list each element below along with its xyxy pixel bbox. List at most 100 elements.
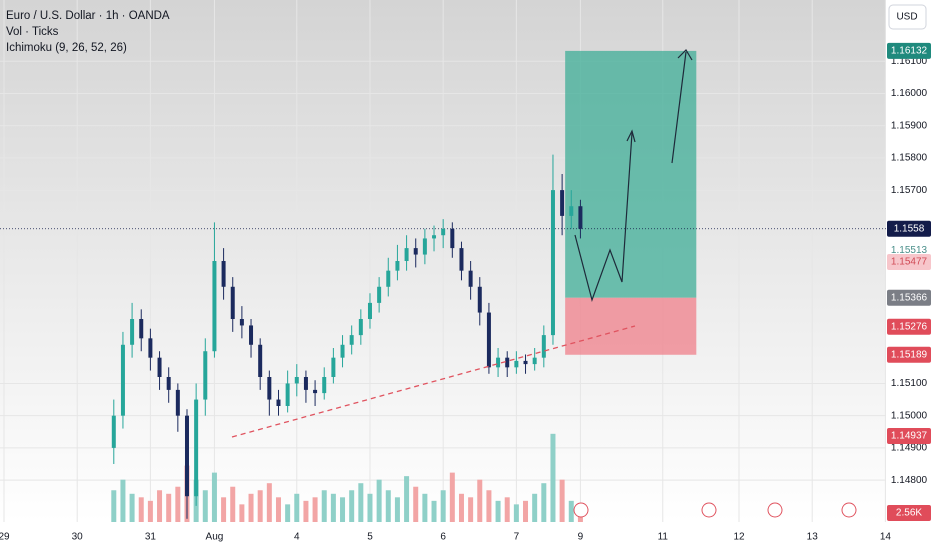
indicator-legend: Ichimoku (9, 26, 52, 26)	[6, 42, 127, 54]
volume-bar	[385, 490, 391, 522]
price-tag	[887, 318, 931, 335]
price-tags: 1.14800 1.14900 1.15000 1.15100 1.15700 1.158…	[887, 42, 931, 521]
candle-body	[230, 286, 235, 319]
y-tick-label: 1.14900	[891, 443, 928, 454]
x-tick-label: 31	[145, 532, 157, 543]
candle-body	[276, 399, 281, 406]
arrow-head	[677, 49, 693, 61]
volume-bar	[340, 497, 346, 522]
x-tick-label: 7	[514, 532, 520, 543]
candle-body	[532, 357, 537, 365]
candle-body	[249, 325, 254, 345]
price-axis	[886, 0, 932, 550]
event-icon[interactable]	[701, 502, 717, 518]
volume-bar	[294, 493, 300, 522]
candle-body	[148, 338, 153, 358]
currency-button[interactable]	[888, 4, 927, 30]
volume-bar	[550, 433, 556, 522]
x-tick-label: 14	[880, 532, 892, 543]
volume-bar	[422, 493, 428, 522]
candle-body	[340, 344, 345, 358]
projection-path	[671, 51, 687, 164]
x-tick-label: 13	[807, 532, 819, 543]
volume-bar	[248, 493, 254, 522]
volume-bar	[477, 479, 483, 522]
volume-tag-label: 2.56K	[896, 508, 922, 519]
volume-bar	[285, 504, 291, 522]
candle-body	[514, 360, 519, 368]
candle-body	[175, 389, 180, 416]
volume-bar	[541, 483, 547, 522]
candle-body	[120, 344, 125, 416]
event-icon[interactable]	[767, 502, 783, 518]
candle-body	[157, 357, 162, 377]
volume-bar	[468, 497, 474, 522]
time-axis	[0, 522, 886, 550]
x-tick-label: 4	[294, 532, 300, 543]
price-tag-label: 1.15366	[891, 292, 928, 303]
candle-body	[477, 286, 482, 313]
candle-body	[523, 360, 528, 365]
candle-body	[322, 377, 327, 394]
arrow-head	[626, 129, 636, 143]
candles	[111, 154, 583, 519]
price-tag-label: 1.15276	[891, 321, 928, 332]
x-tick-label: 30	[72, 532, 84, 543]
candle-body	[267, 377, 272, 400]
price-tag	[887, 42, 931, 59]
candle-body	[358, 319, 363, 336]
candle-body	[130, 319, 135, 345]
volume-bar	[202, 490, 208, 522]
candle-body	[569, 206, 574, 216]
event-icons	[573, 502, 857, 518]
candle-body	[139, 319, 144, 339]
candle-body	[166, 377, 171, 390]
volume-bar	[166, 493, 172, 522]
volume-bar	[303, 500, 309, 522]
volume-bar	[523, 500, 529, 522]
volume-bar	[111, 490, 117, 522]
stop-zone	[565, 297, 697, 355]
volume-bar	[577, 512, 583, 522]
y-tick-label: 1.16000	[891, 88, 928, 99]
event-icon[interactable]	[573, 502, 589, 518]
volume-bar	[275, 497, 281, 522]
candle-body	[239, 319, 244, 326]
volume-bar	[230, 486, 236, 522]
volume-bar	[513, 504, 519, 522]
candle-body	[331, 357, 336, 377]
volume-bar	[449, 472, 455, 522]
candle-body	[221, 261, 226, 287]
volume-bar	[138, 497, 144, 522]
price-tag	[887, 253, 931, 270]
event-icon[interactable]	[841, 502, 857, 518]
candle-body	[349, 335, 354, 345]
candle-body	[441, 228, 446, 236]
x-tick-label: 9	[578, 532, 584, 543]
candle-body	[578, 206, 583, 229]
price-tag-label: 1.16132	[891, 46, 928, 57]
candle-body	[496, 357, 501, 368]
volume-bar	[458, 493, 464, 522]
currency-label[interactable]: USD	[896, 12, 917, 23]
volume-bar	[532, 493, 538, 522]
candle-body	[450, 228, 455, 249]
volume-bar	[440, 490, 446, 522]
x-tick-label: 12	[733, 532, 745, 543]
volume-bar	[367, 493, 373, 522]
price-tag	[887, 427, 931, 444]
y-tick-label: 1.15000	[891, 410, 928, 421]
volume-bar	[404, 476, 410, 522]
y-tick-label: 1.16100	[891, 56, 928, 67]
projection-drawing	[574, 49, 693, 303]
volume-bar	[431, 500, 437, 522]
time-axis-labels: 29 30 31 Aug 4 5 6 7 9 11 12 13 14	[0, 532, 891, 543]
volume-bar	[147, 500, 153, 522]
candle-body	[459, 248, 464, 271]
candle-body	[505, 357, 510, 368]
target-zone	[565, 50, 697, 298]
y-tick-label: 1.15100	[891, 378, 928, 389]
volume-bar	[239, 504, 245, 522]
price-tag	[887, 289, 931, 306]
